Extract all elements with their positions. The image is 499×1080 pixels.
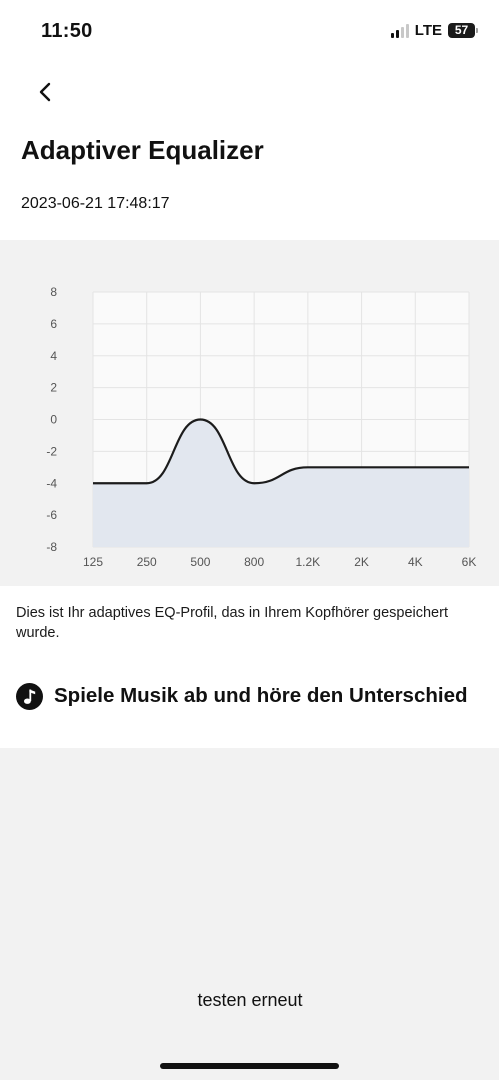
x-tick-label: 250 <box>137 555 157 569</box>
home-indicator <box>160 1063 339 1069</box>
x-tick-label: 6K <box>462 555 477 569</box>
signal-icon <box>390 23 409 38</box>
status-time: 11:50 <box>41 20 93 42</box>
page-title: Adaptiver Equalizer <box>21 135 264 165</box>
battery-icon: 57 <box>448 23 478 38</box>
x-tick-label: 800 <box>244 555 264 569</box>
x-tick-label: 2K <box>354 555 369 569</box>
content-card <box>0 586 499 748</box>
status-indicators: LTE 57 <box>390 22 478 39</box>
play-music-row[interactable]: Spiele Musik ab und höre den Unterschied <box>16 678 486 714</box>
music-note-icon <box>16 682 43 710</box>
x-tick-label: 1.2K <box>296 555 321 569</box>
x-tick-label: 4K <box>408 555 423 569</box>
back-button[interactable] <box>30 76 62 108</box>
status-bar: 11:50 LTE 57 <box>0 0 499 62</box>
network-label: LTE <box>414 22 442 39</box>
y-tick-label: 6 <box>50 317 57 331</box>
play-music-label: Spiele Musik ab und höre den Unterschied <box>54 684 468 707</box>
y-tick-label: -4 <box>46 476 57 490</box>
eq-curve-line <box>93 418 469 485</box>
y-tick-label: -8 <box>46 540 57 554</box>
x-tick-label: 500 <box>190 555 210 569</box>
y-tick-label: -6 <box>46 508 57 522</box>
retest-button[interactable]: testen erneut <box>150 980 350 1020</box>
eq-description: Dies ist Ihr adaptives EQ-Profil, das in… <box>16 605 448 641</box>
lower-area <box>0 748 499 1080</box>
eq-curve-fill <box>93 419 469 547</box>
profile-timestamp: 2023-06-21 17:48:17 <box>21 195 170 212</box>
y-tick-label: 0 <box>50 413 57 427</box>
eq-chart: 8 6 4 2 0 -2 -4 -6 -8 125 250 500 800 1.2K 2K 4K 6K <box>46 285 477 569</box>
y-tick-label: 2 <box>50 381 57 395</box>
eq-chart-panel: 8 6 4 2 0 -2 -4 -6 -8 125 250 500 800 1.2K 2K 4K 6K <box>0 240 499 586</box>
y-tick-label: 8 <box>50 285 57 299</box>
y-tick-label: 4 <box>50 349 57 363</box>
x-tick-label: 125 <box>83 555 103 569</box>
chevron-left-icon <box>39 82 51 102</box>
y-tick-label: -2 <box>46 444 57 458</box>
